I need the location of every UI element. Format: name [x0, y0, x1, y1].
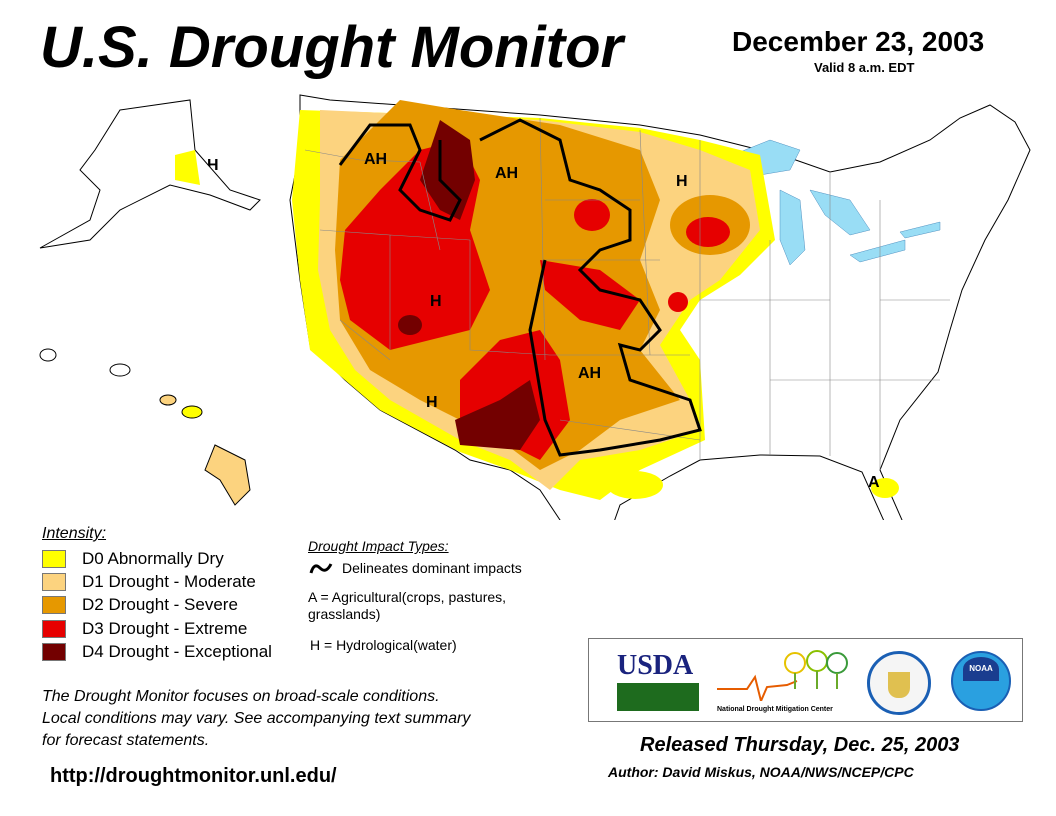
- ndmc-logo: National Drought Mitigation Center: [717, 647, 849, 713]
- commerce-seal-logo: [867, 651, 931, 715]
- disclaimer-line: for forecast statements.: [42, 732, 210, 749]
- impact-label: H: [676, 173, 688, 190]
- d3-area-wi: [686, 217, 730, 247]
- ndmc-trees-icon: [717, 650, 848, 705]
- map-date: December 23, 2003: [732, 26, 985, 57]
- disclaimer-line: Local conditions may vary. See accompany…: [42, 710, 471, 727]
- legend-label: D2 Drought - Severe: [82, 595, 238, 614]
- alaska: [39, 99, 261, 249]
- d4-area-nm: [455, 380, 540, 450]
- d0-area-texas: [607, 471, 663, 499]
- author: Author: David Miskus, NOAA/NWS/NCEP/CPC: [608, 764, 914, 780]
- intensity-legend-title: Intensity:: [42, 525, 107, 542]
- impact-label: H: [430, 293, 442, 310]
- legend-item-d4: D4 Drought - Exceptional: [42, 642, 272, 662]
- swatch: [42, 620, 66, 638]
- impact-line-icon: [309, 563, 333, 574]
- usda-logo: USDA: [617, 651, 699, 711]
- legend-item-d1: D1 Drought - Moderate: [42, 572, 256, 592]
- legend-item-d0: D0 Abnormally Dry: [42, 549, 224, 569]
- legend-item-d2: D2 Drought - Severe: [42, 595, 238, 615]
- impact-label: AH: [364, 151, 387, 168]
- legend-label: D4 Drought - Exceptional: [82, 642, 272, 661]
- d3-area-plains: [540, 260, 640, 330]
- impact-line-legend: Delineates dominant impacts: [308, 560, 522, 576]
- impact-label: A: [868, 474, 880, 491]
- impact-label: AH: [495, 165, 518, 182]
- legend-label: D0 Abnormally Dry: [82, 549, 224, 568]
- d4-area-idaho: [420, 120, 475, 220]
- release-date: Released Thursday, Dec. 25, 2003: [640, 734, 960, 756]
- impact-label: H: [207, 157, 219, 174]
- d4-area-nv: [398, 315, 422, 335]
- swatch: [42, 573, 66, 591]
- hawaii: [39, 348, 251, 506]
- impact-label: AH: [578, 365, 601, 382]
- impact-line-label: Delineates dominant impacts: [342, 560, 522, 576]
- swatch: [42, 643, 66, 661]
- swatch: [42, 550, 66, 568]
- d3-area-ia: [668, 292, 688, 312]
- website-link[interactable]: http://droughtmonitor.unl.edu/: [50, 765, 337, 787]
- impact-legend-title: Drought Impact Types:: [308, 538, 449, 554]
- impact-label: H: [426, 394, 438, 411]
- impact-hydrological: H = Hydrological(water): [310, 637, 457, 653]
- state-borders: [304, 117, 950, 470]
- partner-logos: USDA National Drought Mitigation Center …: [588, 638, 1023, 722]
- drought-map: AH AH H H H AH A H: [39, 94, 1031, 520]
- noaa-logo: NOAA: [951, 651, 1011, 711]
- impact-agricultural: A = Agricultural(crops, pastures, grassl…: [308, 589, 507, 622]
- legend-label: D3 Drought - Extreme: [82, 619, 248, 638]
- legend-label: D1 Drought - Moderate: [82, 572, 256, 591]
- disclaimer: The Drought Monitor focuses on broad-sca…: [42, 686, 572, 752]
- legend-item-d3: D3 Drought - Extreme: [42, 619, 247, 639]
- disclaimer-line: The Drought Monitor focuses on broad-sca…: [42, 688, 440, 705]
- alaska-d0: [175, 150, 200, 185]
- page-title: U.S. Drought Monitor: [40, 15, 624, 80]
- d3-area-nd: [574, 199, 610, 231]
- swatch: [42, 596, 66, 614]
- valid-time: Valid 8 a.m. EDT: [814, 60, 915, 75]
- d0-area-florida: [871, 478, 899, 498]
- impact-boundaries: [338, 118, 702, 457]
